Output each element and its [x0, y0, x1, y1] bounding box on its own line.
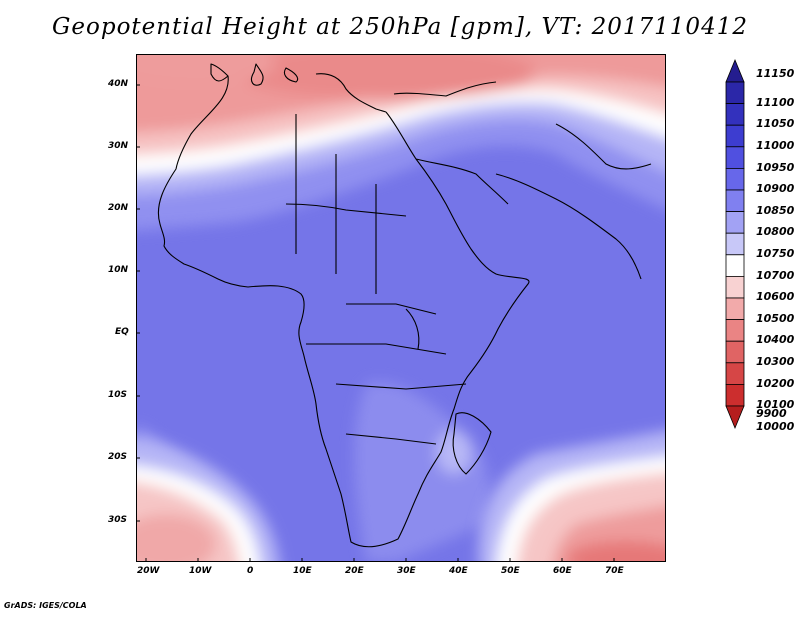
colorbar-level-label: 10100	[756, 398, 795, 412]
colorbar-box	[725, 362, 745, 385]
latitude-label: EQ	[115, 327, 129, 337]
colorbar-level-label: 10200	[756, 376, 795, 390]
colorbar-level-label: 11100	[756, 95, 795, 109]
colorbar-box	[725, 168, 745, 191]
colorbar-box	[725, 383, 745, 407]
colorbar-level-label: 10500	[756, 311, 795, 325]
colorbar-box	[725, 81, 745, 105]
latitude-label: 40N	[108, 79, 129, 89]
latitude-label: 10N	[108, 265, 129, 275]
longitude-label: 10W	[189, 566, 212, 576]
longitude-label: 20W	[137, 566, 160, 576]
longitude-label: 50E	[501, 566, 520, 576]
colorbar	[725, 58, 745, 430]
grads-credit: GrADS: IGES/COLA	[4, 601, 87, 610]
colorbar-level-label: 10850	[756, 203, 795, 217]
longitude-label: 0	[247, 566, 254, 576]
colorbar-box	[725, 275, 745, 299]
colorbar-box	[725, 124, 745, 148]
height-field	[136, 54, 666, 562]
colorbar-level-label: 10950	[756, 160, 795, 174]
colorbar-box	[725, 146, 745, 169]
longitude-label: 70E	[605, 566, 624, 576]
colorbar-level-label: 10800	[756, 225, 795, 239]
colorbar-box	[725, 297, 745, 321]
coastlines	[158, 63, 652, 548]
colorbar-level-label: 11000	[756, 139, 795, 152]
axis-ticks	[136, 84, 615, 562]
latitude-label: 30S	[108, 515, 128, 525]
longitude-label: 40E	[449, 566, 468, 576]
colorbar-box	[725, 189, 745, 213]
colorbar-level-label: 10600	[756, 290, 795, 304]
longitude-label: 10E	[293, 566, 312, 576]
colorbar-box	[725, 232, 745, 256]
colorbar-level-label: 9900	[756, 407, 787, 420]
colorbar-level-label: 10900	[756, 182, 795, 196]
map-frame	[136, 54, 666, 562]
colorbar-box	[725, 254, 745, 277]
colorbar-level-label: 11050	[756, 117, 795, 131]
colorbar-max-triangle	[725, 58, 745, 83]
longitude-label: 20E	[345, 566, 364, 576]
colorbar-level-label: 10300	[756, 355, 795, 368]
latitude-label: 30N	[108, 141, 129, 151]
longitude-label: 60E	[553, 566, 572, 576]
colorbar-level-label: 10000	[756, 419, 795, 433]
colorbar-box	[725, 211, 745, 234]
colorbar-min-triangle	[725, 405, 745, 430]
latitude-label: 20N	[108, 203, 129, 213]
colorbar-level-label: 10400	[756, 333, 795, 347]
latitude-label: 10S	[108, 390, 128, 400]
colorbar-box	[725, 319, 745, 342]
colorbar-level-label: 10750	[756, 247, 795, 260]
colorbar-level-label: 10700	[756, 268, 795, 282]
colorbar-box	[725, 340, 745, 364]
map-panel	[136, 54, 666, 562]
longitude-label: 30E	[397, 566, 416, 576]
colorbar-level-label: 11150	[756, 67, 795, 80]
chart-title: Geopotential Height at 250hPa [gpm], VT:…	[52, 14, 748, 40]
latitude-label: 20S	[108, 452, 128, 462]
colorbar-box	[725, 103, 745, 126]
